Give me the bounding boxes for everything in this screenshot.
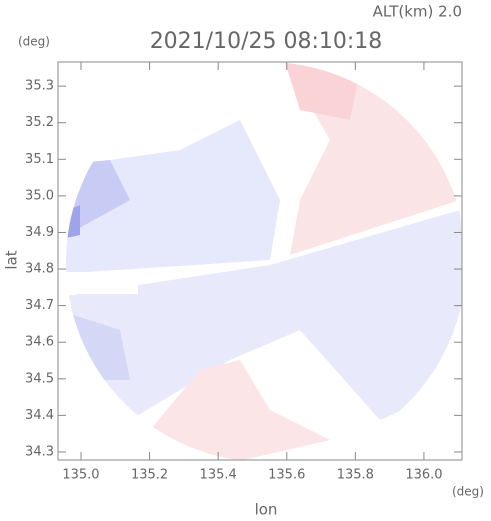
y-tick-label: 34.8 xyxy=(25,262,54,277)
y-tick-label: 34.3 xyxy=(25,444,54,459)
y-tick-label: 34.4 xyxy=(25,408,54,423)
plot-frame xyxy=(57,61,463,461)
y-tick-label: 34.7 xyxy=(25,298,54,313)
y-axis-label: lat xyxy=(3,250,21,269)
altitude-label: ALT(km) 2.0 xyxy=(373,3,462,21)
y-tick-label: 34.9 xyxy=(25,225,54,240)
x-tick-label: 135.6 xyxy=(268,468,305,483)
x-tick-label: 135.0 xyxy=(62,468,99,483)
y-tick-label: 35.2 xyxy=(25,115,54,130)
y-tick-label: 35.1 xyxy=(25,152,54,167)
y-tick-label: 34.5 xyxy=(25,371,54,386)
y-tick-label: 34.6 xyxy=(25,335,54,350)
x-unit: (deg) xyxy=(452,485,484,499)
radar-field xyxy=(66,62,462,460)
x-tick-label: 135.4 xyxy=(200,468,237,483)
chart-title: 2021/10/25 08:10:18 xyxy=(150,29,383,54)
x-tick-label: 135.2 xyxy=(131,468,168,483)
x-axis-label: lon xyxy=(255,501,278,519)
x-tick-label: 136.0 xyxy=(405,468,442,483)
y-tick-label: 35.0 xyxy=(25,188,54,203)
y-tick-label: 35.3 xyxy=(25,79,54,94)
x-tick-label: 135.8 xyxy=(337,468,374,483)
y-unit: (deg) xyxy=(18,35,50,49)
